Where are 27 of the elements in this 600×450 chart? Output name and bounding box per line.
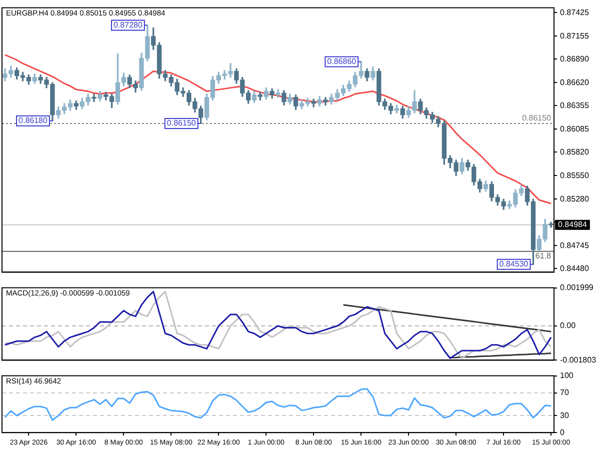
- y-tick-label: 0.85820: [560, 147, 590, 156]
- annotation: 0.84530: [499, 260, 529, 269]
- y-tick-label: 0.86355: [560, 100, 590, 110]
- annotation: 0.86150: [166, 118, 196, 128]
- annotation: 0.87280: [114, 20, 143, 30]
- y-tick-label: 0.87425: [560, 8, 590, 17]
- y-tick-label: 0.87155: [560, 31, 590, 40]
- y-tick-label: 0.001999: [560, 283, 594, 292]
- y-tick-label: 0.86085: [560, 124, 590, 134]
- y-tick-label: 30: [560, 410, 570, 420]
- y-tick-label: 0.86620: [560, 78, 590, 87]
- y-tick-label: 0: [560, 428, 565, 437]
- annotation: 61.8: [535, 252, 552, 261]
- y-tick-label: 0.84745: [560, 240, 590, 250]
- y-tick-label: -0.001803: [560, 355, 597, 364]
- y-tick-label: 70: [560, 388, 570, 398]
- y-tick-label: 0.84480: [560, 264, 590, 273]
- y-tick-label: 0.85550: [560, 170, 590, 180]
- y-tick-label: 100: [560, 371, 574, 380]
- annotation: 0.86180: [18, 116, 48, 126]
- candlestick: [92, 94, 96, 102]
- y-tick-label: 0.00: [560, 321, 576, 330]
- ref-line-label: 0.86150: [522, 114, 552, 123]
- annotation: 0.86860: [327, 56, 357, 66]
- y-tick-label: 0.85280: [560, 194, 590, 204]
- ref-line-label: 0.84984: [558, 220, 588, 230]
- y-tick-label: 0.86890: [560, 54, 590, 64]
